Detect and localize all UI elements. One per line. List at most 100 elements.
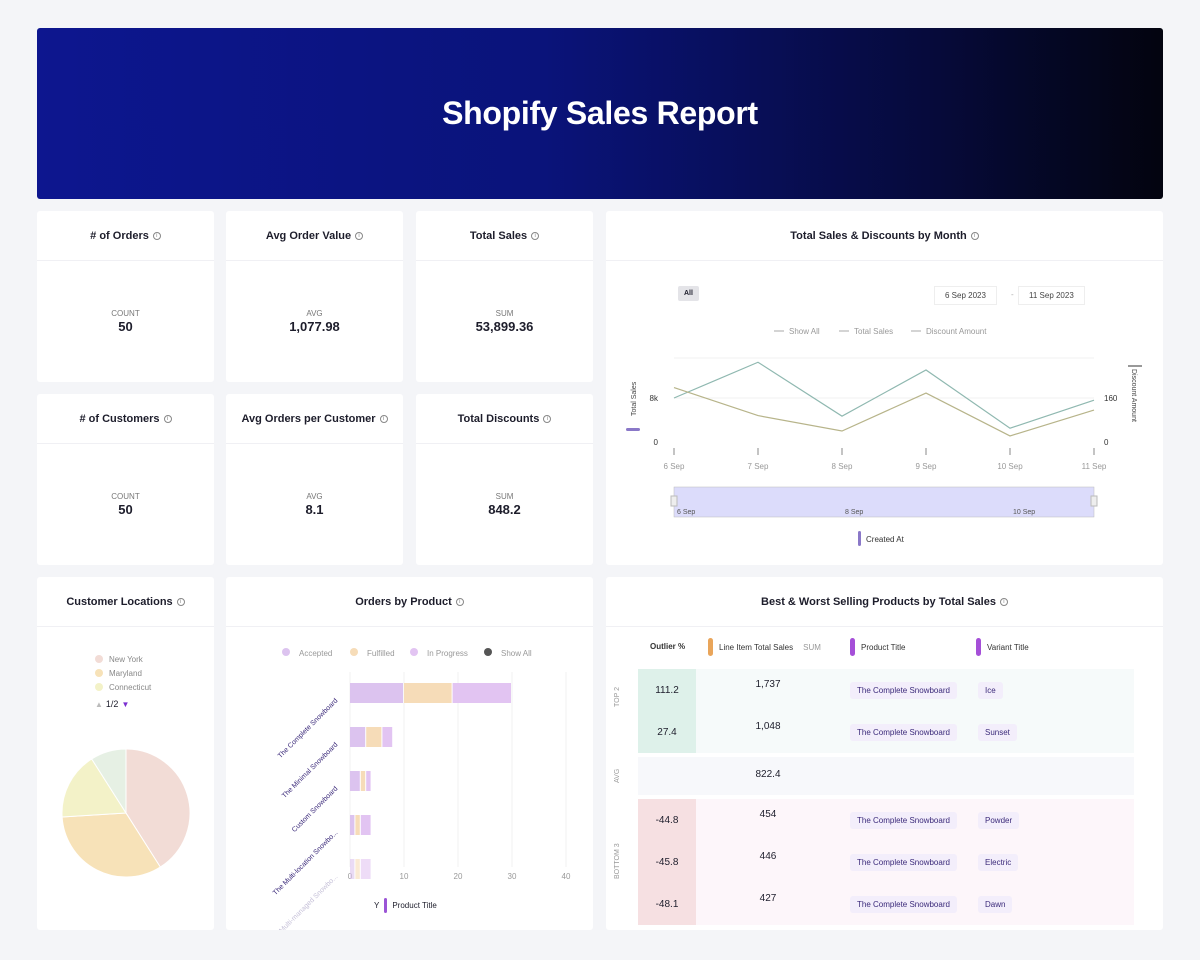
field-marker: [708, 638, 713, 656]
legend-swatch: [484, 648, 492, 656]
x-tick-label: 11 Sep: [1082, 462, 1107, 471]
table-row[interactable]: -48.1 427 The Complete Snowboard Dawn: [638, 883, 1134, 925]
legend-next-icon[interactable]: ▼: [121, 699, 130, 709]
bar-segment: [350, 815, 355, 835]
x-tick-label: 7 Sep: [748, 462, 769, 471]
range-brush: [673, 486, 1095, 518]
kpi-card: # of Orders i COUNT 50: [37, 211, 214, 382]
date-to-input[interactable]: 11 Sep 2023: [1018, 286, 1085, 305]
sales-cell: 427: [759, 893, 777, 904]
brush-handle-right: [1090, 495, 1098, 507]
group-label-bottom: BOTTOM 3: [614, 843, 621, 879]
header-sales-label: Line Item Total Sales: [719, 642, 794, 652]
outlier-cell: 111.2: [638, 669, 696, 711]
bar-segment: [360, 815, 371, 835]
axis-marker: [626, 428, 640, 431]
product-cell: The Complete Snowboard: [850, 896, 957, 913]
info-icon[interactable]: i: [455, 597, 464, 606]
info-icon[interactable]: i: [152, 231, 161, 240]
info-icon[interactable]: i: [355, 231, 364, 240]
field-marker: [384, 898, 388, 913]
legend-swatch: [95, 669, 103, 677]
kpi-title: Avg Order Value: [265, 229, 352, 242]
sales-discounts-chart-card: Total Sales & Discounts by Month i All 6 …: [606, 211, 1163, 565]
kpi-aggregation: COUNT: [111, 309, 140, 318]
bar-segment: [350, 859, 355, 879]
header-product[interactable]: Product Title: [850, 638, 905, 656]
date-separator: -: [1011, 290, 1014, 299]
pie-chart: New York Maryland Connecticut: [61, 655, 191, 878]
date-from-input[interactable]: 6 Sep 2023: [934, 286, 997, 305]
legend-prev-icon[interactable]: ▲: [95, 699, 103, 709]
bar-segment: [382, 727, 393, 747]
chart-title: Total Sales & Discounts by Month: [790, 229, 967, 242]
info-icon[interactable]: i: [379, 414, 388, 423]
bar-segment: [360, 771, 366, 791]
product-cell: The Complete Snowboard: [850, 724, 957, 741]
sales-cell: 446: [759, 851, 777, 862]
outlier-cell: -48.1: [638, 883, 696, 925]
axis-marker: [1128, 365, 1142, 367]
bar-segment: [355, 815, 360, 835]
y2-tick: 0: [1104, 438, 1109, 447]
y-tick: 8k: [650, 394, 659, 403]
bar-segment: [350, 771, 360, 791]
info-icon[interactable]: i: [176, 597, 185, 606]
x-tick-label: 10: [400, 872, 409, 881]
y-axis-label: Total Sales: [631, 381, 638, 416]
table-row[interactable]: 27.4 1,048 The Complete Snowboard Sunset: [638, 711, 1134, 753]
legend-item: Show All: [789, 327, 820, 336]
series-line-0: [673, 361, 1095, 429]
chart-title: Customer Locations: [66, 595, 173, 608]
kpi-value: 1,077.98: [289, 319, 340, 334]
sales-cell: 1,048: [755, 721, 781, 732]
brush-label: 10 Sep: [1013, 509, 1035, 516]
header-sales[interactable]: Line Item Total Sales SUM: [708, 638, 821, 656]
info-icon[interactable]: i: [163, 414, 172, 423]
bar-segment: [350, 683, 403, 703]
kpi-card: Avg Orders per Customer i AVG 8.1: [226, 394, 403, 565]
legend-item: Maryland: [109, 669, 142, 678]
table-row[interactable]: -44.8 454 The Complete Snowboard Powder: [638, 799, 1134, 841]
y-tick-label: The Multi-managed Snowbo...: [268, 873, 339, 930]
table-row[interactable]: -45.8 446 The Complete Snowboard Electri…: [638, 841, 1134, 883]
info-icon[interactable]: i: [999, 597, 1008, 606]
legend-item: Show All: [501, 649, 532, 658]
kpi-title: # of Customers: [79, 412, 160, 425]
legend-item: Discount Amount: [926, 327, 987, 336]
field-marker: [858, 531, 861, 546]
legend-swatch: [95, 683, 103, 691]
variant-cell: Sunset: [978, 724, 1017, 741]
header-variant[interactable]: Variant Title: [976, 638, 1029, 656]
x-field-label: Created At: [866, 535, 905, 544]
group-label-top: TOP 2: [614, 687, 621, 707]
bar-segment: [404, 683, 452, 703]
series-line-1: [673, 386, 1095, 437]
y2-axis-label: Discount Amount: [1130, 369, 1137, 422]
table-row[interactable]: 111.2 1,737 The Complete Snowboard Ice: [638, 669, 1134, 711]
field-marker: [976, 638, 981, 656]
info-icon[interactable]: i: [543, 414, 552, 423]
legend-item: In Progress: [427, 649, 468, 658]
product-cell: The Complete Snowboard: [850, 682, 957, 699]
info-icon[interactable]: i: [970, 231, 979, 240]
product-cell: The Complete Snowboard: [850, 854, 957, 871]
y-field-selector[interactable]: Y Product Title: [374, 898, 437, 913]
kpi-title: Avg Orders per Customer: [241, 412, 376, 425]
line-chart: Show All Total Sales Discount Amount 8k 0 160…: [626, 327, 1142, 546]
kpi-value: 53,899.36: [475, 319, 534, 334]
bar-segment: [360, 859, 371, 879]
info-icon[interactable]: i: [531, 231, 540, 240]
customer-locations-card: Customer Locations i New York Maryland Conn…: [37, 577, 214, 930]
legend-item: Total Sales: [854, 327, 893, 336]
variant-cell: Electric: [978, 854, 1019, 871]
x-tick-label: 20: [454, 872, 463, 881]
chart-title: Orders by Product: [355, 595, 452, 608]
group-label-avg: AVG: [614, 768, 621, 783]
bar-segment: [452, 683, 511, 703]
y-field-label: Product Title: [392, 901, 437, 910]
x-tick-label: 8 Sep: [832, 462, 853, 471]
filter-all-button[interactable]: All: [678, 286, 699, 301]
kpi-aggregation: AVG: [306, 309, 323, 318]
outlier-cell: -44.8: [638, 799, 696, 841]
